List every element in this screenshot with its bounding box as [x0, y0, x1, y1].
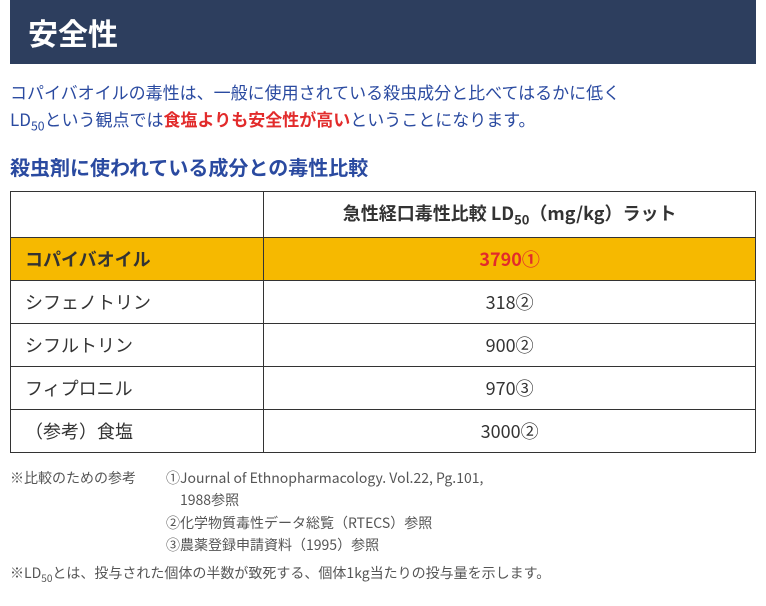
- footnotes: ※比較のための参考 ①Journal of Ethnopharmacology.…: [10, 467, 756, 586]
- footnote-lead: ※比較のための参考: [10, 467, 166, 557]
- subtitle: 殺虫剤に使われている成分との毒性比較: [10, 152, 756, 181]
- footnote-ref-line: ①Journal of Ethnopharmacology. Vol.22, P…: [166, 467, 483, 489]
- row-name: コパイバオイル: [11, 237, 264, 280]
- table-row: シフルトリン900②: [11, 323, 756, 366]
- table-row: シフェノトリン318②: [11, 280, 756, 323]
- page-title: 安全性: [28, 10, 738, 54]
- intro-ld: LD: [10, 106, 31, 131]
- footnote-ref-line: 1988参照: [166, 489, 483, 511]
- footnote-ref-line: ②化学物質毒性データ総覧（RTECS）参照: [166, 512, 483, 534]
- row-value: 3790①: [264, 237, 756, 280]
- table-header-sub: 50: [514, 210, 529, 229]
- table-header-blank: [11, 192, 264, 238]
- title-bar: 安全性: [10, 0, 756, 64]
- table-header-ld50: 急性経口毒性比較 LD50（mg/kg）ラット: [264, 192, 756, 238]
- footnote-ref-line: ③農薬登録申請資料（1995）参照: [166, 534, 483, 556]
- intro-line1: コパイバオイルの毒性は、一般に使用されている殺虫成分と比べてはるかに低く: [10, 79, 620, 104]
- row-name: シフェノトリン: [11, 280, 264, 323]
- row-name: シフルトリン: [11, 323, 264, 366]
- intro-highlight: 食塩よりも安全性が高い: [164, 106, 351, 131]
- ld50-pre: ※LD: [10, 563, 41, 583]
- row-value: 318②: [264, 280, 756, 323]
- row-value: 970③: [264, 366, 756, 409]
- ld50-post: とは、投与された個体の半数が致死する、個体1kg当たりの投与量を示します。: [52, 563, 550, 583]
- footnote-refs-row: ※比較のための参考 ①Journal of Ethnopharmacology.…: [10, 467, 756, 557]
- table-row: （参考）食塩3000②: [11, 409, 756, 452]
- footnote-refs: ①Journal of Ethnopharmacology. Vol.22, P…: [166, 467, 483, 557]
- row-name: フィプロニル: [11, 366, 264, 409]
- table-row: フィプロニル970③: [11, 366, 756, 409]
- intro-mid: という観点では: [45, 106, 164, 131]
- footnote-ld50: ※LD50とは、投与された個体の半数が致死する、個体1kg当たりの投与量を示しま…: [10, 562, 756, 586]
- ld50-sub: 50: [41, 570, 52, 585]
- table-row: コパイバオイル3790①: [11, 237, 756, 280]
- table-header-post: （mg/kg）ラット: [529, 200, 676, 226]
- table-header-row: 急性経口毒性比較 LD50（mg/kg）ラット: [11, 192, 756, 238]
- intro-ld-sub: 50: [31, 117, 45, 135]
- toxicity-table: 急性経口毒性比較 LD50（mg/kg）ラット コパイバオイル3790①シフェノ…: [10, 191, 756, 453]
- intro-paragraph: コパイバオイルの毒性は、一般に使用されている殺虫成分と比べてはるかに低く LD5…: [10, 78, 756, 136]
- intro-post: ということになります。: [350, 106, 535, 131]
- table-header-pre: 急性経口毒性比較 LD: [343, 200, 514, 226]
- row-name: （参考）食塩: [11, 409, 264, 452]
- row-value: 900②: [264, 323, 756, 366]
- row-value: 3000②: [264, 409, 756, 452]
